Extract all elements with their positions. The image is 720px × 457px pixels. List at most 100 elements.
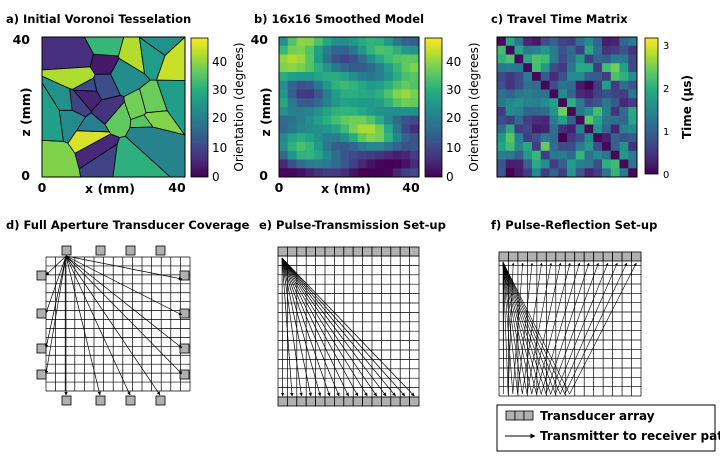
model-cell	[287, 168, 297, 178]
matrix-cell	[593, 45, 603, 55]
matrix-cell	[602, 124, 612, 134]
ray-path	[65, 255, 101, 396]
model-cell	[314, 150, 324, 160]
model-cell	[287, 142, 297, 152]
ray-path	[502, 261, 506, 395]
panel-a-cb-tick-0: 0	[212, 170, 220, 184]
transducer	[536, 251, 547, 262]
model-cell	[296, 37, 306, 47]
matrix-cell	[514, 72, 524, 82]
panel-a-colorbar-ticks: 40 30 20 10 0	[212, 55, 227, 184]
matrix-cell	[497, 168, 507, 178]
model-cell	[401, 159, 411, 169]
model-cell	[392, 54, 402, 64]
matrix-cell	[575, 45, 585, 55]
model-cell	[296, 45, 306, 55]
matrix-cell	[610, 72, 620, 82]
panel-c-colorbar	[644, 37, 659, 175]
transducer	[155, 245, 166, 256]
transducer	[621, 251, 632, 262]
transducer	[61, 395, 72, 406]
matrix-cell	[540, 80, 550, 90]
ray-path	[280, 257, 285, 397]
matrix-cell	[540, 98, 550, 108]
transducer	[95, 395, 106, 406]
matrix-cell	[532, 168, 542, 178]
model-cell	[287, 37, 297, 47]
matrix-cell	[602, 63, 612, 73]
model-cell	[314, 107, 324, 117]
matrix-cell	[575, 63, 585, 73]
matrix-cell	[593, 37, 603, 47]
model-cell	[384, 150, 394, 160]
model-cell	[392, 133, 402, 143]
model-cell	[384, 142, 394, 152]
matrix-cell	[567, 54, 577, 64]
model-cell	[384, 37, 394, 47]
matrix-cell	[497, 150, 507, 160]
model-cell	[305, 45, 315, 55]
panel-d-grid	[45, 256, 191, 392]
transducer	[583, 251, 595, 262]
model-cell	[340, 133, 350, 143]
transducer	[371, 396, 382, 407]
model-cell	[410, 115, 420, 125]
matrix-cell	[514, 63, 524, 73]
transducer	[409, 246, 420, 257]
model-cell	[392, 107, 402, 117]
matrix-cell	[584, 63, 594, 73]
matrix-cell	[549, 45, 559, 55]
model-cell	[349, 150, 359, 160]
matrix-cell	[505, 168, 515, 178]
matrix-cell	[575, 89, 585, 99]
matrix-cell	[523, 133, 533, 143]
ray-path	[502, 261, 534, 395]
matrix-cell	[540, 63, 550, 73]
matrix-cell	[540, 168, 550, 178]
transducer	[36, 369, 47, 380]
model-cell	[375, 89, 385, 99]
model-cell	[384, 54, 394, 64]
transducer	[286, 246, 298, 257]
model-cell	[349, 142, 359, 152]
travel-time-matrix	[497, 37, 638, 178]
panel-b-cb-tick-0: 0	[446, 170, 454, 184]
matrix-cell	[558, 124, 568, 134]
matrix-cell	[619, 168, 629, 178]
matrix-cell	[558, 98, 568, 108]
voronoi-map	[42, 37, 185, 177]
model-cell	[322, 63, 332, 73]
matrix-cell	[558, 37, 568, 47]
model-cell	[305, 89, 315, 99]
matrix-cell	[497, 98, 507, 108]
voronoi-cell	[138, 37, 166, 81]
model-cell	[349, 63, 359, 73]
voronoi-cell	[75, 112, 111, 133]
matrix-cell	[593, 107, 603, 117]
model-cell	[314, 63, 324, 73]
matrix-cell	[567, 98, 577, 108]
ray-path	[281, 257, 303, 397]
ray-path	[281, 257, 312, 397]
matrix-cell	[505, 150, 515, 160]
panel-b-colorbar-ticks: 40 30 20 10 0	[446, 55, 461, 184]
panel-b-cb-tick-40: 40	[446, 55, 461, 69]
transducer	[390, 246, 401, 257]
matrix-cell	[558, 159, 568, 169]
matrix-cell	[558, 133, 568, 143]
ray-path	[44, 255, 67, 349]
panel-b: b) 16x16 Smoothed Model 40 0 0 40 x (mm)…	[251, 12, 481, 196]
model-cell	[322, 98, 332, 108]
ray-path	[502, 261, 590, 395]
matrix-cell	[593, 72, 603, 82]
matrix-cell	[593, 159, 603, 169]
matrix-cell	[532, 133, 542, 143]
matrix-cell	[549, 124, 559, 134]
matrix-cell	[549, 98, 559, 108]
matrix-cell	[532, 124, 542, 134]
matrix-cell	[523, 115, 533, 125]
transducer	[380, 246, 392, 257]
model-cell	[392, 72, 402, 82]
model-cell	[357, 37, 367, 47]
ray-path	[281, 257, 415, 397]
